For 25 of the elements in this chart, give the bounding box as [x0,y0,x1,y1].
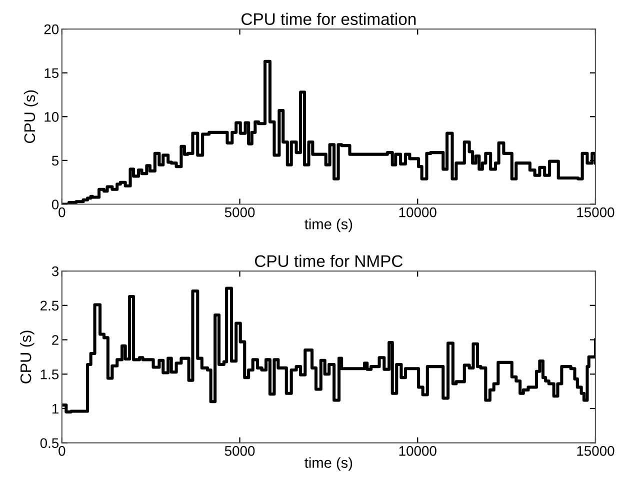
y-tick-label: 2.5 [40,300,59,311]
x-tick-label: 5000 [224,446,255,456]
y-tick-label: 1 [52,404,58,414]
x-tick-label: 5000 [224,207,255,218]
x-tick-label: 10000 [399,207,436,218]
y-tick-label: 5 [52,156,59,166]
x-tick-label: 15000 [577,207,614,218]
x-tick-label: 10000 [399,446,436,456]
y-tick-label: 15 [44,68,59,78]
y-axis-title: CPU (s) [24,90,38,144]
chart-title: CPU time for NMPC [254,254,403,268]
y-tick-label: 2 [52,335,58,345]
x-tick-label: 0 [58,446,66,456]
y-tick-label: 20 [44,24,59,34]
x-axis-title: time (s) [304,457,352,471]
y-tick-label: 0.5 [40,438,59,448]
y-tick-label: 3 [52,266,59,276]
y-tick-label: 10 [44,112,59,122]
y-tick-label: 1.5 [40,370,59,380]
chart-title: CPU time for estimation [242,12,416,26]
y-tick-label: 0 [52,200,59,210]
x-tick-label: 15000 [577,446,614,456]
y-axis-title: CPU (s) [20,330,34,384]
x-axis-title: time (s) [304,218,352,232]
x-tick-label: 0 [58,207,66,218]
